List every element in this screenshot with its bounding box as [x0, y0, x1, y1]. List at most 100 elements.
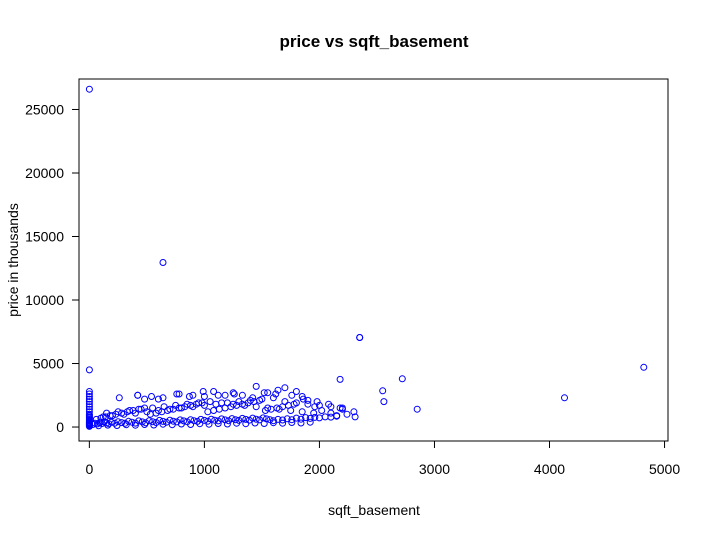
data-point	[318, 407, 326, 414]
data-point	[275, 405, 283, 413]
data-point	[135, 417, 143, 425]
data-point	[200, 393, 208, 400]
data-point	[269, 394, 277, 402]
data-point	[221, 391, 229, 399]
data-point	[311, 403, 319, 411]
data-point	[297, 415, 305, 423]
x-tick-label: 0	[85, 461, 93, 477]
y-tick-label: 10000	[25, 292, 64, 308]
data-point	[379, 387, 387, 395]
data-point	[131, 421, 139, 429]
data-point	[561, 394, 568, 402]
data-point	[111, 419, 119, 427]
data-point	[274, 386, 282, 394]
data-point	[85, 422, 93, 430]
data-point	[272, 390, 280, 398]
data-point	[113, 422, 121, 429]
data-point	[149, 418, 157, 426]
data-point	[298, 393, 306, 400]
data-point	[95, 422, 103, 430]
data-point	[214, 391, 222, 399]
data-point	[172, 401, 180, 409]
data-point	[126, 407, 134, 414]
data-point	[210, 407, 218, 414]
data-point	[333, 412, 341, 420]
data-point	[214, 420, 222, 427]
data-point	[233, 419, 241, 427]
x-tick-label: 4000	[534, 461, 565, 477]
data-point	[230, 390, 238, 398]
data-point	[292, 399, 300, 407]
data-point	[141, 395, 149, 403]
data-point	[187, 421, 195, 428]
data-point	[223, 420, 231, 428]
data-point	[242, 415, 250, 423]
data-point	[281, 384, 289, 392]
data-point	[311, 413, 319, 421]
data-point	[154, 407, 162, 414]
data-point	[159, 420, 167, 428]
data-point	[120, 410, 128, 418]
data-point	[183, 400, 191, 408]
data-point	[159, 259, 167, 266]
data-point	[148, 393, 155, 400]
data-point	[214, 417, 222, 425]
data-point	[269, 419, 277, 427]
data-point	[288, 419, 296, 426]
data-point	[238, 391, 246, 399]
data-point	[302, 414, 310, 422]
data-point	[204, 408, 212, 416]
data-point	[85, 393, 93, 400]
x-tick-label: 1000	[189, 461, 220, 477]
data-point	[149, 404, 157, 412]
chart-title: price vs sqft_basement	[280, 32, 469, 51]
data-point	[260, 389, 268, 397]
x-axis-label: sqft_basement	[328, 502, 420, 518]
data-point	[168, 421, 176, 429]
data-point	[413, 405, 421, 413]
data-point	[238, 414, 246, 422]
x-axis: 0 1000 2000 3000 4000 5000	[85, 440, 680, 477]
data-point	[223, 399, 231, 407]
data-point	[162, 418, 170, 426]
data-point	[177, 420, 185, 428]
data-point	[156, 416, 163, 424]
data-point	[141, 404, 149, 412]
data-point	[252, 382, 260, 390]
data-point	[327, 409, 335, 417]
data-point	[205, 420, 213, 428]
data-point	[103, 409, 111, 417]
data-point	[108, 412, 116, 420]
data-point	[228, 415, 236, 423]
data-point	[260, 420, 268, 427]
data-point	[249, 394, 257, 402]
data-point	[85, 395, 93, 403]
data-point	[218, 415, 226, 423]
data-point	[177, 404, 185, 412]
data-point	[85, 403, 93, 411]
data-point	[304, 400, 312, 408]
data-point	[195, 399, 203, 407]
data-point	[304, 396, 312, 404]
data-point	[85, 366, 93, 374]
x-tick-label: 3000	[419, 461, 450, 477]
data-point	[175, 390, 183, 398]
data-point	[187, 416, 195, 424]
data-point	[134, 391, 142, 399]
data-point	[85, 398, 93, 406]
y-tick-label: 5000	[33, 356, 64, 372]
data-point	[229, 389, 237, 397]
data-point	[380, 398, 388, 406]
data-point	[640, 363, 648, 371]
data-point	[252, 403, 260, 411]
y-axis: 0 5000 10000 15000 20000 25000	[25, 101, 80, 435]
data-point	[185, 393, 193, 400]
data-point	[85, 388, 93, 395]
data-point	[288, 416, 296, 424]
data-point	[122, 421, 130, 429]
data-point	[252, 415, 260, 423]
data-point	[141, 421, 149, 428]
data-point	[267, 405, 275, 413]
data-point	[325, 400, 333, 408]
